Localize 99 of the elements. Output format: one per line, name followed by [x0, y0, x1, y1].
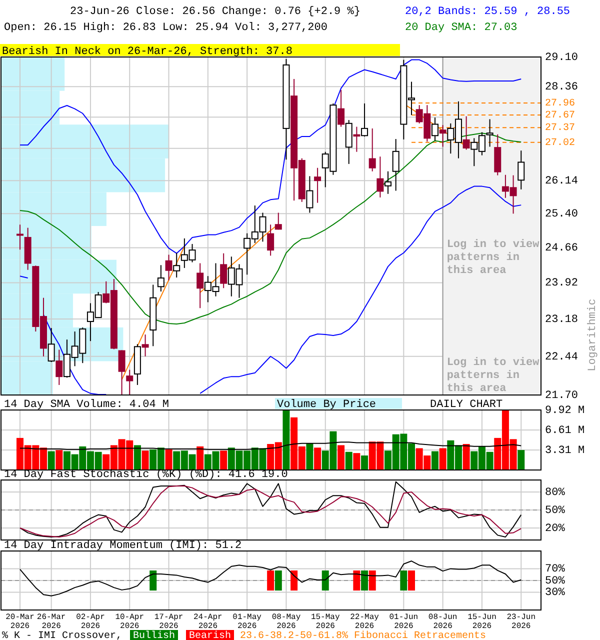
- ref-line-label: 27.02: [545, 138, 576, 150]
- bar: [134, 445, 141, 470]
- candlestick: [16, 224, 24, 250]
- candlestick: [462, 116, 470, 150]
- y-tick-label: 21.70: [545, 390, 578, 402]
- x-tick-label: 23-Jun 2026: [506, 613, 536, 631]
- annotation: Bearish In Neck on 26-Mar-26, Strength: 37.8: [2, 46, 292, 58]
- ref-line-label: 27.37: [545, 123, 576, 134]
- candlestick: [48, 327, 55, 363]
- y-tick-label: 50%: [545, 575, 566, 588]
- y-tick-label: 20%: [545, 522, 566, 535]
- candlestick: [306, 176, 314, 214]
- bar: [345, 452, 352, 470]
- text: Bearish: [189, 630, 232, 640]
- bar: [56, 450, 63, 470]
- candlestick: [345, 120, 352, 164]
- x-tick-label: 20-Mar 2026: [6, 613, 35, 631]
- line-series: [20, 560, 522, 596]
- x-tick-label: 02-Apr 2026: [76, 613, 106, 631]
- annotation: DAILY CHART: [430, 399, 504, 411]
- line-series: [20, 442, 522, 450]
- y-tick-label: 50%: [545, 504, 566, 517]
- x-tick-label: 01-May 2026: [232, 613, 262, 631]
- bar: [48, 451, 55, 470]
- candlestick: [439, 124, 446, 148]
- candlestick: [220, 252, 228, 289]
- candlestick: [392, 138, 400, 192]
- y-tick-label: 28.36: [545, 82, 578, 94]
- candlestick: [126, 369, 134, 396]
- bar: [142, 450, 149, 470]
- y-axis-title: Logarithmic: [587, 298, 599, 372]
- y-tick-label: 29.10: [545, 52, 578, 64]
- chart-title: 14 Day Intraday Momentum (IMI): 51.2: [4, 540, 242, 552]
- text: 20 Day SMA: 27.03: [405, 22, 518, 34]
- candlestick: [56, 349, 63, 386]
- bar: [220, 450, 228, 470]
- candlestick: [338, 89, 345, 128]
- text: Log in to view patterns in this area: [446, 239, 540, 277]
- candlestick: [431, 117, 438, 142]
- candlestick: [196, 262, 204, 309]
- legend-title: % K - IMI Crossover,: [2, 631, 122, 640]
- y-tick-label: 9.92 M: [545, 404, 585, 417]
- x-tick-label: 10-Apr 2026: [115, 613, 144, 631]
- y-tick-label: 80%: [545, 486, 566, 499]
- y-tick-label: 70%: [545, 564, 566, 576]
- candlestick: [118, 350, 126, 396]
- candlestick: [157, 264, 164, 292]
- bar: [353, 453, 360, 470]
- text: 20,2 Bands: 25.59 , 28.55: [405, 6, 570, 18]
- candlestick: [274, 212, 282, 230]
- y-tick-label: 22.44: [545, 351, 578, 364]
- ref-line-label: 27.96: [545, 98, 576, 110]
- text: Volume By Price: [277, 399, 376, 411]
- bar: [282, 410, 290, 470]
- x-tick-label: 17-Apr 2026: [154, 613, 184, 631]
- bar: [462, 444, 470, 470]
- text: 23.6-38.2-50-61.8% Fibonacci Retracements: [240, 630, 486, 640]
- band-label: Log in to view patterns in this area: [446, 357, 540, 395]
- y-tick-label: 30%: [545, 587, 566, 600]
- x-tick-label: 01-Jun 2026: [389, 613, 418, 631]
- candlestick: [314, 167, 322, 204]
- x-tick-label: 24-Apr 2026: [194, 613, 223, 631]
- bar: [431, 451, 438, 470]
- candlestick: [142, 334, 149, 357]
- y-tick-label: 24.66: [545, 242, 578, 255]
- bar: [361, 455, 368, 470]
- x-tick-label: 22-May 2026: [350, 613, 380, 631]
- y-tick-label: 3.31 M: [545, 444, 585, 457]
- candlestick: [361, 102, 368, 137]
- x-tick-label: 15-Jun 2026: [468, 613, 497, 631]
- candlestick: [173, 252, 180, 278]
- chart-title: 14 Day SMA Volume: 4.04 M: [4, 399, 170, 411]
- x-tick-label: 08-May 2026: [272, 613, 301, 631]
- bar: [165, 449, 172, 470]
- candlestick: [267, 224, 274, 256]
- x-tick-label: 15-May 2026: [310, 613, 340, 631]
- chart-subtitle: Open: 26.15 High: 26.83 Low: 25.94 Vol: 3,277,200: [4, 22, 328, 34]
- candlestick: [353, 126, 360, 152]
- bar: [518, 450, 525, 470]
- bar: [338, 445, 345, 470]
- candlestick: [368, 128, 376, 172]
- candlestick: [165, 254, 172, 281]
- y-tick-label: 23.18: [545, 314, 578, 326]
- bar: [439, 448, 446, 470]
- candlestick: [518, 150, 525, 190]
- y-tick-label: 6.61 M: [545, 424, 585, 437]
- x-tick-label: 26-Mar 2026: [36, 613, 66, 631]
- candlestick: [384, 170, 392, 194]
- y-tick-label: 23.92: [545, 278, 578, 290]
- text: Bullish: [133, 630, 176, 640]
- ref-line-label: 27.67: [545, 110, 576, 122]
- chart-title: 23-Jun-26 Close: 26.56 Change: 0.76 {+2.9 %}: [70, 6, 360, 18]
- candlestick: [376, 156, 384, 198]
- bar: [196, 446, 204, 470]
- bar: [314, 448, 322, 470]
- bar: [306, 443, 314, 470]
- y-tick-label: 25.40: [545, 208, 578, 221]
- x-tick-label: 08-Jun 2026: [428, 613, 458, 631]
- y-tick-label: 26.14: [545, 175, 578, 188]
